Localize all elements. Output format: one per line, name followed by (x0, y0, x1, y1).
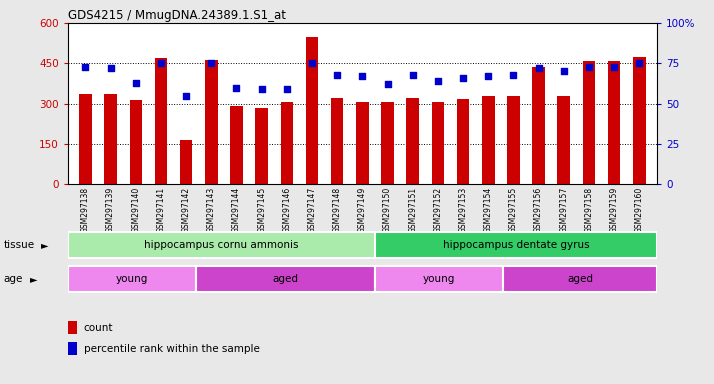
Text: count: count (84, 323, 113, 333)
Point (306, 60, 318, 66)
Bar (68, 232, 375, 258)
Bar (104, 94, 117, 184)
Point (331, 71, 343, 78)
Bar (633, 58, 645, 184)
Text: age: age (4, 274, 23, 285)
Bar (306, 37, 318, 184)
Point (281, 86, 293, 92)
Text: young: young (423, 274, 456, 285)
Text: percentile rank within the sample: percentile rank within the sample (84, 344, 259, 354)
Point (130, 79, 141, 86)
Bar (532, 66, 545, 184)
Text: young: young (116, 274, 148, 285)
Point (633, 60, 645, 66)
Point (407, 71, 418, 78)
Point (181, 93, 192, 99)
Bar (68, 266, 196, 292)
Bar (608, 61, 620, 184)
Bar (406, 98, 419, 184)
Text: tissue: tissue (4, 240, 35, 250)
Bar (196, 266, 375, 292)
Text: hippocampus dentate gyrus: hippocampus dentate gyrus (443, 240, 589, 250)
Bar (256, 108, 268, 184)
Point (356, 73, 368, 79)
Point (105, 65, 116, 71)
Text: GDS4215 / MmugDNA.24389.1.S1_at: GDS4215 / MmugDNA.24389.1.S1_at (68, 9, 286, 22)
Bar (381, 101, 394, 184)
Bar (155, 58, 167, 184)
Point (508, 71, 519, 78)
Point (382, 81, 393, 88)
Bar (129, 100, 142, 184)
Bar (331, 98, 343, 184)
Bar (503, 266, 657, 292)
Point (608, 63, 620, 70)
Point (533, 65, 544, 71)
Bar (180, 140, 193, 184)
Text: ►: ► (30, 274, 38, 285)
Bar (431, 103, 444, 184)
Point (231, 84, 242, 91)
Text: ►: ► (41, 240, 49, 250)
Point (432, 78, 443, 84)
Point (458, 75, 469, 81)
Bar (79, 94, 91, 184)
Bar (507, 96, 520, 184)
Point (155, 60, 166, 66)
Point (80, 63, 91, 70)
Bar (457, 99, 469, 184)
Bar (583, 61, 595, 184)
Point (256, 86, 267, 92)
Point (558, 68, 570, 74)
Bar (482, 96, 495, 184)
Bar (356, 101, 368, 184)
Bar (558, 96, 570, 184)
Point (483, 73, 494, 79)
Point (206, 60, 217, 66)
Bar (375, 266, 503, 292)
Text: hippocampus cornu ammonis: hippocampus cornu ammonis (144, 240, 298, 250)
Text: aged: aged (273, 274, 298, 285)
Text: aged: aged (567, 274, 593, 285)
Bar (205, 60, 218, 184)
Bar (375, 232, 657, 258)
Bar (230, 106, 243, 184)
Bar (281, 103, 293, 184)
Point (583, 63, 595, 70)
